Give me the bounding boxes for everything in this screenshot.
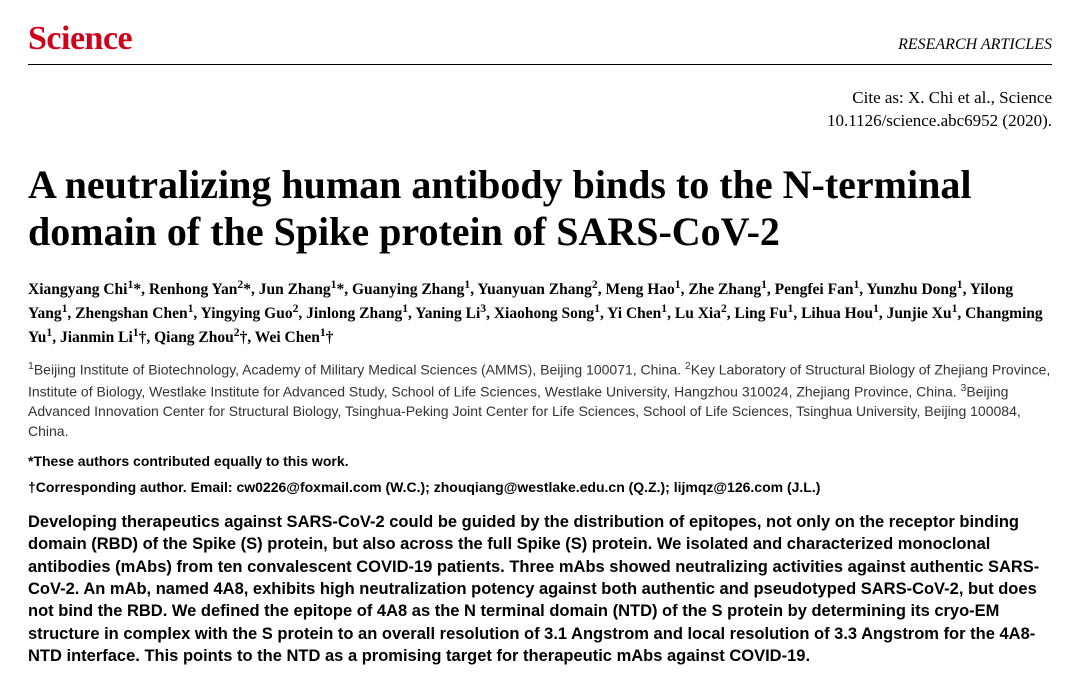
citation-line2: 10.1126/science.abc6952 (2020). (827, 111, 1052, 130)
citation-line1: Cite as: X. Chi et al., Science (852, 88, 1052, 107)
article-title: A neutralizing human antibody binds to t… (28, 161, 1052, 255)
corresponding-author-note: †Corresponding author. Email: cw0226@fox… (28, 479, 1052, 495)
equal-contribution-note: *These authors contributed equally to th… (28, 453, 1052, 469)
journal-logo: Science (28, 20, 132, 58)
abstract-text: Developing therapeutics against SARS-CoV… (28, 511, 1052, 667)
section-label: RESEARCH ARTICLES (898, 36, 1052, 54)
affiliations: 1Beijing Institute of Biotechnology, Aca… (28, 359, 1052, 441)
author-list: Xiangyang Chi1*, Renhong Yan2*, Jun Zhan… (28, 277, 1052, 349)
citation-block: Cite as: X. Chi et al., Science 10.1126/… (28, 87, 1052, 133)
header-row: Science RESEARCH ARTICLES (28, 20, 1052, 65)
